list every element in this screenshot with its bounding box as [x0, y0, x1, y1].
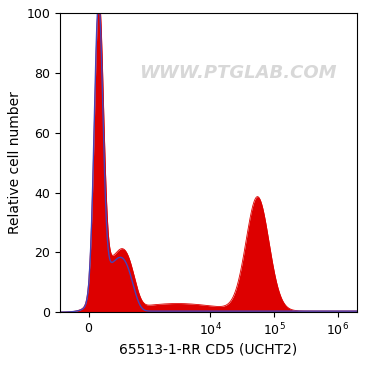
Y-axis label: Relative cell number: Relative cell number [8, 91, 22, 234]
X-axis label: 65513-1-RR CD5 (UCHT2): 65513-1-RR CD5 (UCHT2) [119, 343, 297, 357]
Text: WWW.PTGLAB.COM: WWW.PTGLAB.COM [139, 64, 337, 82]
